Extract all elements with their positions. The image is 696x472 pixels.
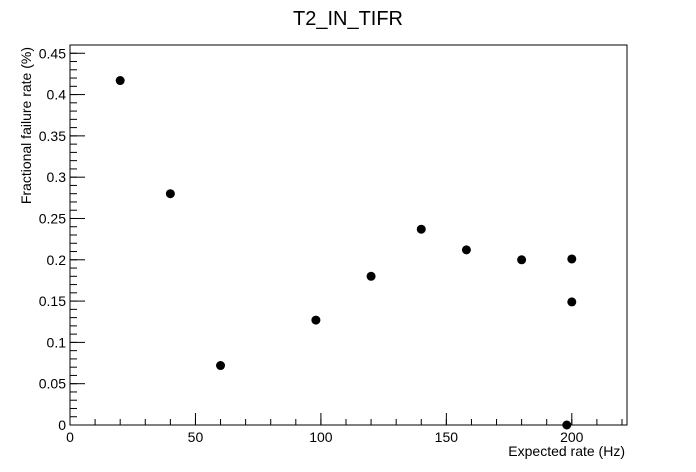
x-axis-label: Expected rate (Hz) xyxy=(508,443,625,459)
x-tick-label: 150 xyxy=(435,429,459,445)
data-point xyxy=(311,315,321,325)
x-tick-label: 200 xyxy=(560,429,584,445)
data-point xyxy=(416,224,426,234)
x-tick-label: 50 xyxy=(188,429,204,445)
data-point xyxy=(567,297,577,307)
y-axis: 0 0.05 0.1 0.15 0.2 0.25 0.3 0.35 0.4 0.45 xyxy=(39,44,85,433)
data-point xyxy=(216,361,226,371)
y-tick-label: 0.4 xyxy=(47,87,67,103)
data-point xyxy=(517,255,527,265)
data-points xyxy=(115,76,577,430)
y-tick-label: 0.3 xyxy=(47,169,67,185)
y-tick-label: 0.35 xyxy=(39,128,66,144)
y-tick-label: 0.15 xyxy=(39,293,66,309)
y-tick-label: 0.05 xyxy=(39,376,66,392)
data-point xyxy=(366,271,376,281)
y-tick-label: 0.25 xyxy=(39,210,66,226)
x-tick-label: 100 xyxy=(309,429,333,445)
y-tick-label: 0 xyxy=(58,417,66,433)
y-axis-label: Fractional failure rate (%) xyxy=(18,47,34,204)
data-point xyxy=(567,254,577,264)
y-tick-label: 0.1 xyxy=(47,334,67,350)
chart-title: T2_IN_TIFR xyxy=(293,8,403,30)
data-point xyxy=(562,420,572,430)
data-point xyxy=(115,76,125,86)
y-tick-label: 0.2 xyxy=(47,252,67,268)
data-point xyxy=(461,245,471,255)
x-axis: 0 50 100 150 200 xyxy=(66,413,623,445)
data-point xyxy=(165,189,175,199)
y-tick-label: 0.45 xyxy=(39,45,66,61)
x-tick-label: 0 xyxy=(66,429,74,445)
